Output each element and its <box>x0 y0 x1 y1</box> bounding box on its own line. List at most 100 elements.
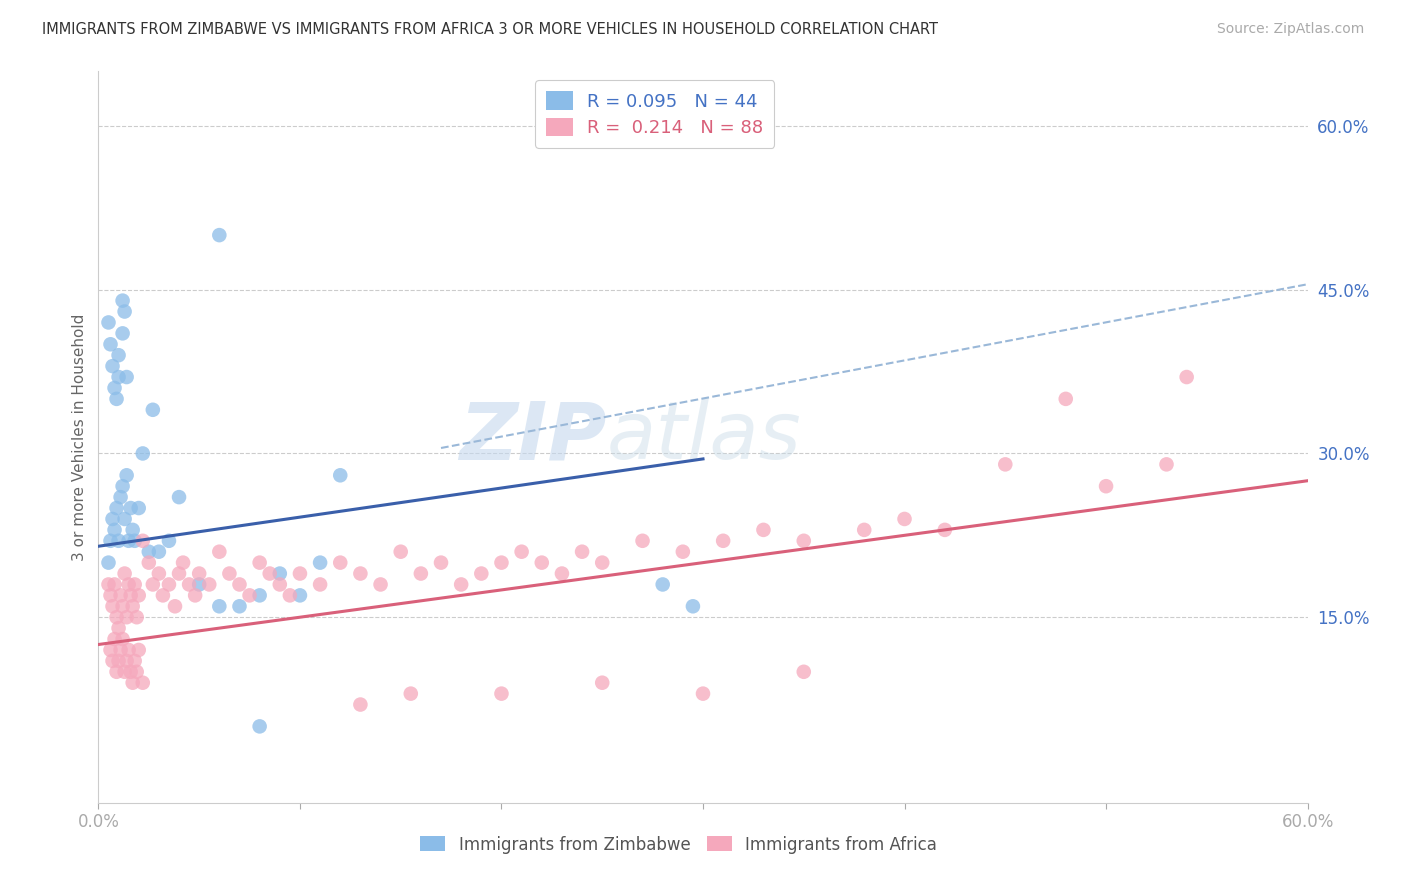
Point <box>1156 458 1178 472</box>
Point <box>100 533 122 548</box>
Point <box>1175 370 1198 384</box>
Point <box>491 687 513 701</box>
Point <box>132 675 155 690</box>
Point <box>107 621 129 635</box>
Point <box>399 687 422 701</box>
Point <box>114 512 136 526</box>
Point <box>228 599 250 614</box>
Point <box>138 556 160 570</box>
Point <box>329 468 352 483</box>
Point <box>107 348 129 362</box>
Point <box>107 654 129 668</box>
Point <box>152 588 174 602</box>
Text: Source: ZipAtlas.com: Source: ZipAtlas.com <box>1216 22 1364 37</box>
Point <box>450 577 472 591</box>
Point <box>591 556 613 570</box>
Point <box>269 566 291 581</box>
Point <box>208 228 231 243</box>
Point <box>115 654 138 668</box>
Point <box>591 675 613 690</box>
Point <box>994 458 1017 472</box>
Point <box>163 599 186 614</box>
Point <box>682 599 704 614</box>
Point <box>97 577 120 591</box>
Point <box>121 675 143 690</box>
Point <box>118 643 141 657</box>
Point <box>97 315 120 329</box>
Point <box>103 632 125 646</box>
Text: ZIP: ZIP <box>458 398 606 476</box>
Point <box>101 654 124 668</box>
Point <box>124 533 146 548</box>
Point <box>115 370 138 384</box>
Point <box>1095 479 1118 493</box>
Point <box>105 665 128 679</box>
Point <box>793 533 815 548</box>
Point <box>105 610 128 624</box>
Point <box>278 588 301 602</box>
Point <box>157 577 180 591</box>
Point <box>309 556 332 570</box>
Point <box>530 556 553 570</box>
Point <box>118 533 141 548</box>
Point <box>370 577 392 591</box>
Text: IMMIGRANTS FROM ZIMBABWE VS IMMIGRANTS FROM AFRICA 3 OR MORE VEHICLES IN HOUSEHO: IMMIGRANTS FROM ZIMBABWE VS IMMIGRANTS F… <box>42 22 938 37</box>
Point <box>100 588 122 602</box>
Point <box>249 719 271 733</box>
Point <box>121 599 143 614</box>
Point <box>179 577 201 591</box>
Point <box>188 577 211 591</box>
Point <box>167 566 190 581</box>
Point <box>172 556 194 570</box>
Point <box>115 610 138 624</box>
Point <box>103 577 125 591</box>
Point <box>208 545 231 559</box>
Point <box>100 337 122 351</box>
Point <box>470 566 492 581</box>
Point <box>239 588 262 602</box>
Point <box>249 588 271 602</box>
Point <box>184 588 207 602</box>
Point <box>228 577 250 591</box>
Point <box>329 556 352 570</box>
Point <box>551 566 574 581</box>
Point <box>198 577 221 591</box>
Point <box>118 577 141 591</box>
Point <box>107 533 129 548</box>
Point <box>121 523 143 537</box>
Point <box>101 359 124 373</box>
Point <box>349 698 371 712</box>
Point <box>692 687 714 701</box>
Point <box>128 501 150 516</box>
Point <box>124 577 146 591</box>
Point <box>128 588 150 602</box>
Point <box>107 370 129 384</box>
Point <box>101 599 124 614</box>
Point <box>672 545 695 559</box>
Point <box>110 643 132 657</box>
Point <box>1054 392 1077 406</box>
Point <box>100 643 122 657</box>
Point <box>249 556 271 570</box>
Point <box>120 501 142 516</box>
Legend: Immigrants from Zimbabwe, Immigrants from Africa: Immigrants from Zimbabwe, Immigrants fro… <box>413 829 943 860</box>
Point <box>111 293 134 308</box>
Point <box>793 665 815 679</box>
Point <box>148 545 170 559</box>
Point <box>110 588 132 602</box>
Point <box>111 479 134 493</box>
Point <box>893 512 915 526</box>
Point <box>510 545 533 559</box>
Point <box>120 665 142 679</box>
Point <box>111 326 134 341</box>
Point <box>101 512 124 526</box>
Point <box>105 392 128 406</box>
Point <box>115 468 138 483</box>
Point <box>148 566 170 581</box>
Point <box>651 577 673 591</box>
Point <box>132 533 155 548</box>
Point <box>103 523 125 537</box>
Point <box>288 566 311 581</box>
Point <box>934 523 956 537</box>
Point <box>269 577 291 591</box>
